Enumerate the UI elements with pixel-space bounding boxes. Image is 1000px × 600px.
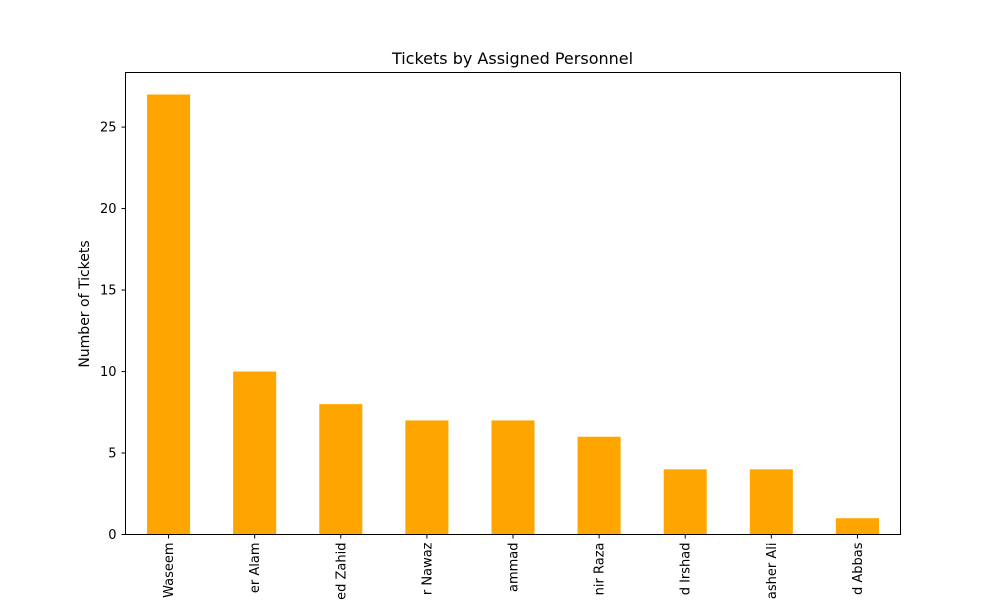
chart-title: Tickets by Assigned Personnel bbox=[391, 49, 633, 68]
x-tick-label-6: d Irshad bbox=[679, 543, 694, 596]
bar-5 bbox=[577, 436, 621, 535]
bar-6 bbox=[663, 469, 707, 535]
x-tick-label-3: r Nawaz bbox=[420, 542, 435, 595]
x-tick-label-8: d Abbas bbox=[851, 542, 866, 595]
x-tick-label-0: Waseem bbox=[162, 543, 177, 598]
y-axis-label: Number of Tickets bbox=[77, 240, 93, 367]
y-tick-label-2: 10 bbox=[100, 365, 117, 380]
bar-0 bbox=[147, 94, 191, 535]
bar-1 bbox=[233, 371, 277, 535]
plot-area-frame bbox=[125, 72, 901, 535]
bar-7 bbox=[749, 469, 793, 535]
y-tick-label-4: 20 bbox=[100, 202, 117, 217]
bar-group bbox=[147, 94, 879, 535]
x-tick-label-7: asher Ali bbox=[765, 543, 780, 600]
y-axis-ticks: 0 5 10 15 20 25 bbox=[100, 121, 126, 543]
x-tick-label-5: nir Raza bbox=[593, 543, 608, 596]
bar-3 bbox=[405, 420, 449, 535]
x-tick-label-4: ammad bbox=[507, 543, 522, 593]
x-axis-ticks: Waseem er Alam ed Zahid r Nawaz ammad nir Raz… bbox=[162, 534, 866, 600]
y-tick-label-3: 15 bbox=[100, 284, 117, 299]
bar-8 bbox=[835, 518, 879, 535]
x-tick-label-1: er Alam bbox=[248, 543, 263, 594]
y-tick-label-1: 5 bbox=[108, 447, 116, 462]
bar-4 bbox=[491, 420, 535, 535]
x-tick-label-2: ed Zahid bbox=[334, 543, 349, 600]
bar-2 bbox=[319, 404, 363, 535]
y-tick-label-0: 0 bbox=[108, 528, 116, 543]
y-tick-label-5: 25 bbox=[100, 121, 117, 136]
